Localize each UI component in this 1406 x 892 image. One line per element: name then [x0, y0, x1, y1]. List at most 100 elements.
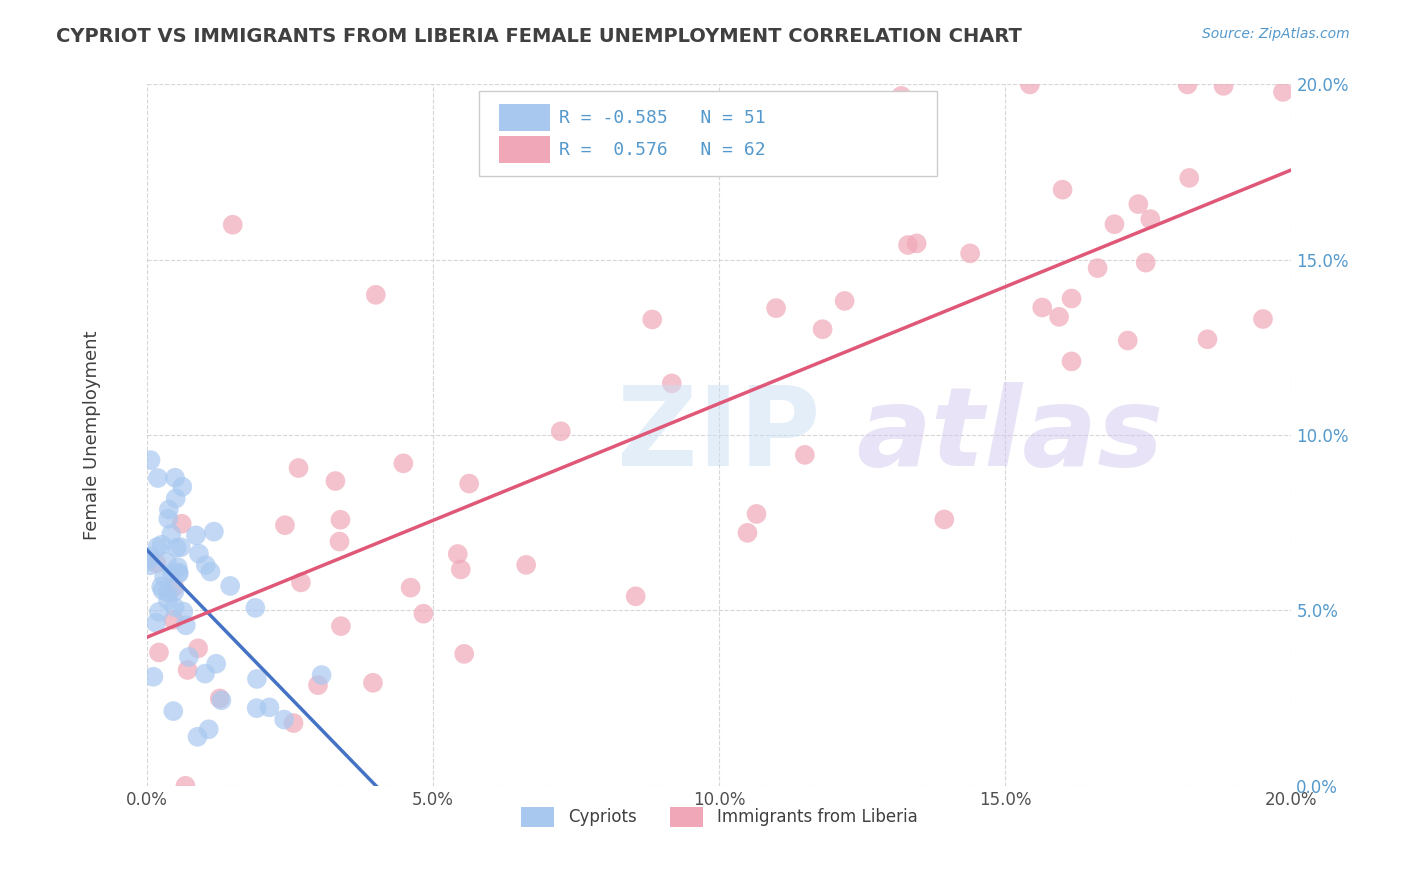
Point — [246, 672, 269, 686]
Point — [170, 516, 193, 531]
Point — [219, 579, 242, 593]
Point — [745, 507, 768, 521]
Point — [197, 723, 219, 737]
Point — [392, 456, 415, 470]
Point — [1104, 217, 1126, 231]
Text: Source: ZipAtlas.com: Source: ZipAtlas.com — [1202, 27, 1350, 41]
Text: ZIP: ZIP — [617, 382, 821, 489]
Point — [145, 556, 167, 570]
Point — [200, 565, 222, 579]
Point — [1052, 183, 1074, 197]
Point — [361, 675, 384, 690]
Point — [167, 566, 190, 581]
Point — [793, 448, 815, 462]
Point — [142, 670, 165, 684]
Point — [160, 566, 183, 580]
Point — [905, 236, 928, 251]
Point — [172, 605, 194, 619]
Point — [172, 480, 194, 494]
Point — [152, 583, 174, 598]
Point — [765, 301, 787, 315]
Point — [202, 524, 225, 539]
Point — [329, 619, 352, 633]
Text: R =  0.576   N = 62: R = 0.576 N = 62 — [560, 141, 765, 159]
Point — [1251, 312, 1274, 326]
Point — [150, 538, 173, 552]
Point — [146, 540, 169, 554]
Legend: Cypriots, Immigrants from Liberia: Cypriots, Immigrants from Liberia — [515, 800, 924, 833]
Point — [1197, 332, 1219, 346]
Point — [157, 502, 180, 516]
Point — [167, 566, 190, 580]
Point — [170, 540, 193, 554]
Point — [890, 89, 912, 103]
Point — [148, 645, 170, 659]
Point — [194, 666, 217, 681]
Point — [205, 657, 228, 671]
Point — [550, 425, 572, 439]
Point — [209, 693, 232, 707]
Point — [187, 641, 209, 656]
Point — [412, 607, 434, 621]
FancyBboxPatch shape — [499, 136, 550, 163]
Point — [737, 525, 759, 540]
Point — [157, 512, 180, 526]
Point — [399, 581, 422, 595]
Point — [311, 668, 333, 682]
Point — [1047, 310, 1070, 324]
Point — [897, 238, 920, 252]
Point — [153, 570, 176, 584]
Point — [156, 586, 179, 600]
Point — [458, 476, 481, 491]
Point — [174, 779, 197, 793]
Point — [163, 471, 186, 485]
Point — [163, 580, 186, 594]
Point — [1128, 197, 1150, 211]
Point — [176, 663, 198, 677]
Point — [139, 549, 162, 564]
Point — [208, 691, 231, 706]
Point — [186, 730, 208, 744]
Point — [1135, 255, 1157, 269]
Point — [1060, 292, 1083, 306]
Point — [177, 649, 200, 664]
Point — [934, 512, 956, 526]
Point — [162, 613, 184, 627]
Point — [287, 461, 309, 475]
Point — [194, 558, 217, 573]
Point — [145, 615, 167, 630]
Point — [184, 528, 207, 542]
Point — [222, 218, 245, 232]
Point — [273, 713, 295, 727]
Point — [1271, 85, 1294, 99]
Point — [1178, 170, 1201, 185]
Point — [328, 534, 350, 549]
Point — [139, 558, 162, 573]
Point — [246, 701, 269, 715]
Point — [162, 704, 184, 718]
Point — [1060, 354, 1083, 368]
Point — [259, 700, 281, 714]
Point — [148, 605, 170, 619]
Point — [150, 580, 173, 594]
Point — [166, 541, 188, 555]
Point — [1116, 334, 1139, 348]
FancyBboxPatch shape — [499, 104, 550, 131]
Point — [624, 590, 647, 604]
Point — [661, 376, 683, 391]
Point — [163, 599, 186, 614]
Point — [1018, 78, 1040, 92]
Text: CYPRIOT VS IMMIGRANTS FROM LIBERIA FEMALE UNEMPLOYMENT CORRELATION CHART: CYPRIOT VS IMMIGRANTS FROM LIBERIA FEMAL… — [56, 27, 1022, 45]
Point — [1087, 261, 1109, 276]
Point — [160, 527, 183, 541]
Point — [283, 716, 305, 731]
Point — [290, 575, 312, 590]
Point — [453, 647, 475, 661]
Point — [1139, 212, 1161, 227]
Point — [166, 560, 188, 574]
Point — [1031, 301, 1053, 315]
Point — [1177, 78, 1199, 92]
Y-axis label: Female Unemployment: Female Unemployment — [83, 330, 101, 540]
Text: R = -0.585   N = 51: R = -0.585 N = 51 — [560, 109, 765, 127]
Point — [146, 471, 169, 485]
